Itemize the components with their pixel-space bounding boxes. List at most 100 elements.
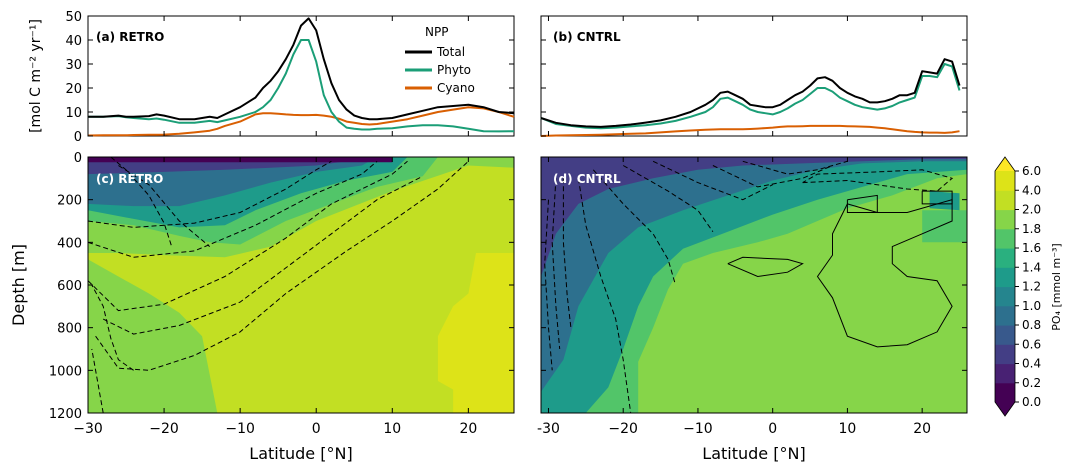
contour-line [846,194,878,213]
x-tick-label: 10 [383,421,401,437]
colorbar-cells [994,156,1016,417]
x-tick-label: −20 [149,421,179,437]
y-tick-label: 10 [65,106,82,121]
contour-line [727,256,804,278]
colorbar-tick-label: 1.4 [1022,260,1041,274]
colorbar-tick-label: 0.6 [1022,337,1041,351]
colorbar-label: PO₄ [mmol m⁻³] [1050,243,1063,330]
contour-line [921,190,953,205]
colorbar-tick-label: 1.8 [1022,222,1041,236]
series-line-phyto [88,39,515,133]
colorbar-cell [995,286,1015,307]
colorbar-tick-label: 1.2 [1022,280,1041,294]
series-line-total [88,17,515,121]
y-tick-label: 0 [74,151,82,166]
contour-line [95,160,469,371]
y-tick-label: 50 [65,10,82,25]
colorbar-cell [995,344,1015,365]
panel-a-series [87,17,515,137]
panel-d-label: (d) CNTRL [553,172,621,186]
panel-a: 0 10 20 30 40 50 (a) RETRO NPP Total Phyto Cy… [65,10,515,145]
colorbar-cell [995,325,1015,345]
po4-region [541,157,967,277]
contour-line [91,348,104,413]
y-tick-label: 0 [74,130,82,145]
panel-d-ticks: -30 −20 −10 0 10 20 [537,156,967,437]
panel-c-contours [88,157,469,413]
colorbar-tick-label: 0.8 [1022,318,1041,332]
po4-region [437,253,514,413]
y-tick-label: 1200 [49,407,82,422]
po4-region [929,191,960,211]
colorbar: 0.00.20.40.60.81.01.21.41.61.82.04.06.0 … [994,156,1063,417]
contour-line [118,165,211,247]
y-tick-label: 600 [57,279,82,294]
x-tick-label: -30 [537,421,560,437]
colorbar-min-arrow [995,402,1015,416]
colorbar-cell [995,248,1015,268]
panel-c: 0 200 400 600 800 1000 1200−30 −20 −10 0 10 20 (c) … [49,151,515,463]
colorbar-cell [995,305,1015,326]
colorbar-cell [995,267,1015,288]
contour-line [622,165,714,232]
x-tick-label: −20 [608,421,638,437]
colorbar-tick-label: 0.4 [1022,357,1041,371]
series-line-cyano [540,124,960,137]
panel-a-ticks: 0 10 20 30 40 50 [65,10,514,145]
contour-line [562,178,572,328]
y-tick-label: 30 [65,58,82,73]
colorbar-cell [995,228,1015,249]
panel-a-ylabel: [mol C m⁻² yr⁻¹] [28,19,44,133]
x-tick-label: 20 [459,421,477,437]
contour-line [551,178,561,350]
colorbar-cell [995,209,1015,230]
contour-line [712,165,833,188]
x-tick-label: −10 [683,421,713,437]
colorbar-tick-label: 2.0 [1022,203,1041,217]
y-tick-label: 20 [65,82,82,97]
contour-line [102,175,423,335]
y-tick-label: 200 [57,194,82,209]
panel-c-label: (c) RETRO [96,172,163,186]
panel-c-ticks: 0 200 400 600 800 1000 1200−30 −20 −10 0 10 20 [49,151,514,437]
x-tick-label: −10 [225,421,255,437]
legend-entry-total: Total [436,45,465,59]
x-tick-label: −30 [73,421,103,437]
panel-b-series [540,58,961,137]
x-tick-label: 20 [913,421,931,437]
contour-line [577,178,632,413]
colorbar-cell [995,382,1015,403]
contour-line [652,160,773,201]
colorbar-max-arrow [995,157,1015,171]
series-line-total [540,58,961,128]
x-tick-label: 0 [768,421,777,437]
colorbar-cell [995,363,1015,384]
panel-a-label: (a) RETRO [96,30,164,44]
y-tick-label: 1000 [49,364,82,379]
contour-line [91,284,134,371]
colorbar-tick-label: 1.6 [1022,241,1041,255]
colorbar-tick-label: 0.2 [1022,376,1041,390]
po4-region [541,157,967,392]
panel-d: -30 −20 −10 0 10 20 (d) CNTRL Latitude [°N] [537,156,968,463]
legend-title: NPP [425,25,448,39]
po4-region [922,210,967,243]
y-tick-label: 800 [57,322,82,337]
po4-region [88,165,514,413]
panel-b-frame [540,15,968,137]
panel-b-ticks [541,15,967,137]
panel-c-heatmap [88,157,514,413]
legend-entry-cyano: Cyano [437,81,475,95]
contour-line [88,160,332,228]
contour-line [742,160,848,175]
series-line-cyano [87,106,515,137]
colorbar-cell [995,190,1015,211]
y-tick-label: 40 [65,34,82,49]
colorbar-tick-label: 0.0 [1022,395,1041,409]
legend: NPP Total Phyto Cyano [405,25,475,95]
colorbar-tick-label: 1.0 [1022,299,1041,313]
panel-c-ylabel: Depth [m] [9,244,28,326]
panel-c-xlabel: Latitude [°N] [249,444,352,463]
y-tick-label: 400 [57,236,82,251]
